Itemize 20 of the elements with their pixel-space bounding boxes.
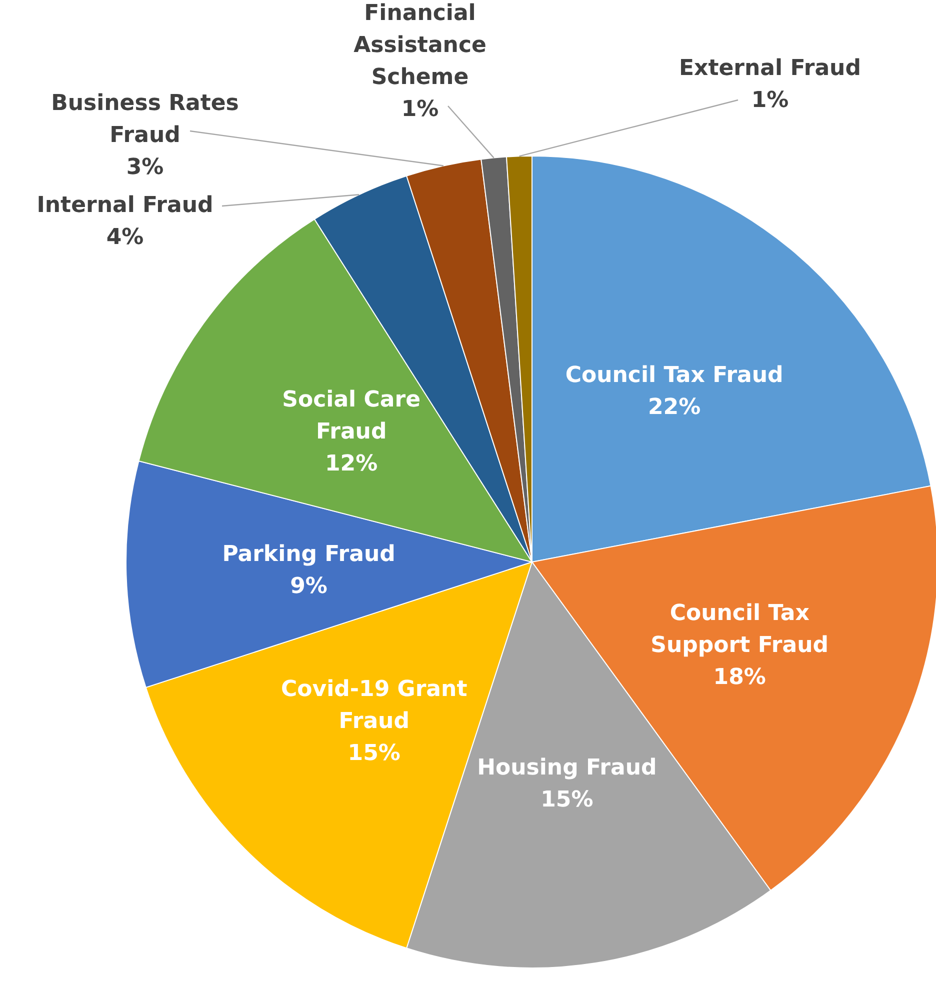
data-label: 18%	[713, 665, 766, 690]
data-label: 9%	[290, 574, 328, 600]
slice-label: Social Care Fraud	[282, 388, 421, 445]
data-label: 15%	[348, 740, 400, 766]
slice-label: Parking Fraud	[222, 542, 396, 568]
data-label: 1%	[751, 88, 789, 113]
slice-label: Internal Fraud	[36, 193, 214, 218]
data-label: 15%	[540, 788, 594, 813]
slice-label: Housing Fraud	[477, 756, 657, 781]
slice-label: Financial Assistance Scheme	[354, 1, 486, 90]
data-label: 3%	[126, 155, 164, 180]
slice-label: Business Rates Fraud	[51, 91, 239, 148]
slice-label: Covid-19 Grant Fraud	[280, 676, 468, 734]
slice-label: External Fraud	[679, 56, 861, 81]
data-label: 12%	[325, 452, 378, 477]
data-label: 1%	[401, 97, 439, 122]
data-label: 4%	[106, 225, 144, 250]
slice-label: Council Tax Support Fraud	[650, 601, 829, 658]
data-label: 22%	[648, 394, 701, 420]
slice-label: Council Tax Fraud	[565, 362, 784, 388]
